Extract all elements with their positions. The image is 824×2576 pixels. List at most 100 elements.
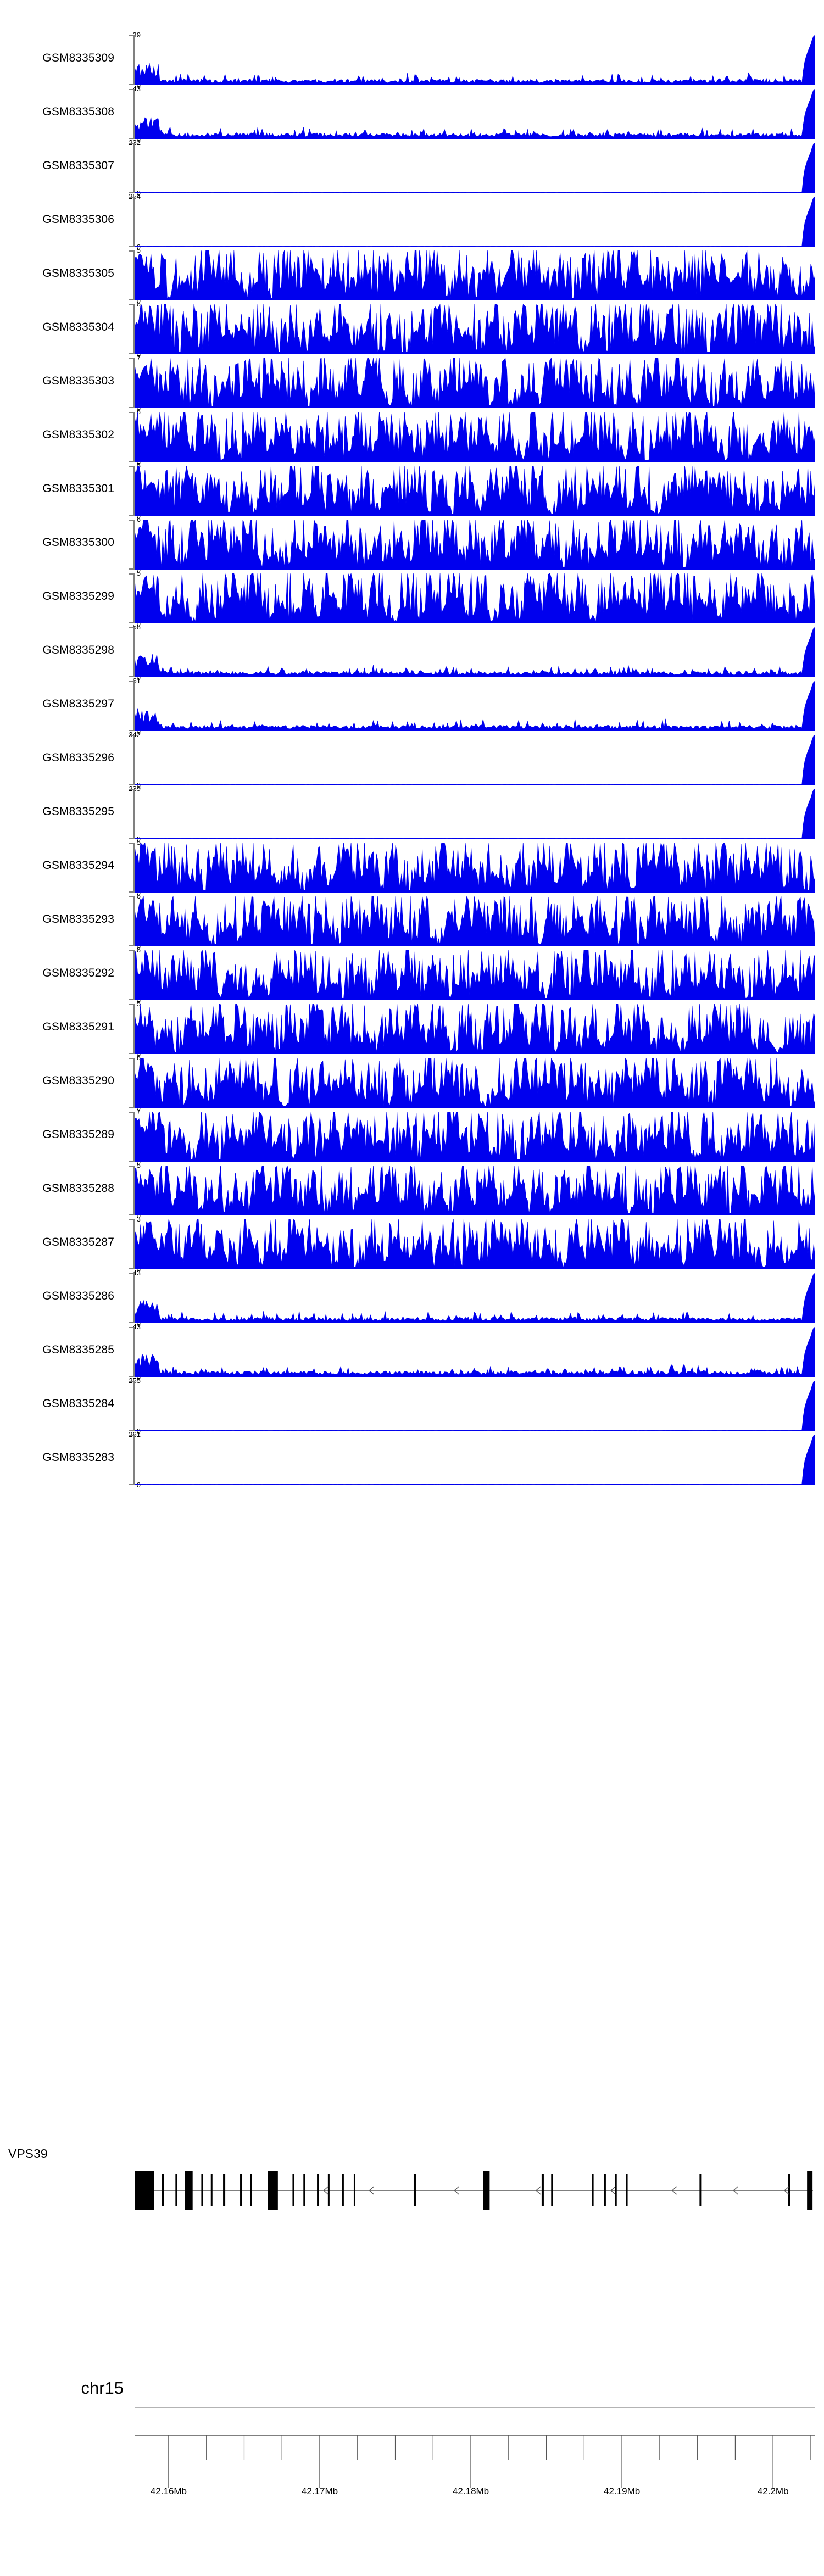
track-axis-line — [133, 1435, 135, 1485]
track-axis-min-label: 0 — [136, 781, 141, 789]
track-axis-max-label: 5 — [136, 246, 141, 254]
coverage-track-row[interactable]: GSM8335284 255 0 — [0, 1376, 824, 1435]
coverage-plot[interactable] — [135, 466, 815, 516]
track-axis-min-label: 0 — [136, 566, 141, 574]
track-axis-max-label: 261 — [129, 1430, 141, 1438]
track-axis-min-label: 0 — [136, 189, 141, 197]
track-axis-tick-bottom — [129, 84, 135, 85]
track-sample-label: GSM8335286 — [42, 1290, 114, 1302]
track-axis-max-label: 239 — [129, 784, 141, 793]
coverage-plot[interactable] — [135, 143, 815, 193]
coverage-plot[interactable] — [135, 1435, 815, 1485]
track-axis-max-label: 6 — [136, 892, 141, 900]
coverage-track-row[interactable]: GSM8335303 7 0 — [0, 354, 824, 412]
track-axis-line — [133, 143, 135, 193]
track-axis-min-label: 0 — [136, 1265, 141, 1274]
track-axis-tick-top — [129, 1004, 135, 1005]
coverage-plot[interactable] — [135, 1327, 815, 1377]
coverage-track-row[interactable]: GSM8335291 5 0 — [0, 1000, 824, 1058]
track-axis-tick-bottom — [129, 568, 135, 570]
coverage-track-row[interactable]: GSM8335288 5 0 — [0, 1161, 824, 1220]
coverage-plot[interactable] — [135, 896, 815, 946]
axis-tick-label: 42.2Mb — [757, 2486, 789, 2496]
track-sample-label: GSM8335299 — [42, 590, 114, 603]
track-axis-tick-bottom — [129, 1107, 135, 1108]
track-axis-line — [133, 681, 135, 731]
coverage-plot[interactable] — [135, 681, 815, 731]
coverage-track-row[interactable]: GSM8335290 6 0 — [0, 1053, 824, 1112]
track-sample-label: GSM8335285 — [42, 1343, 114, 1356]
track-axis-min-label: 0 — [136, 404, 141, 412]
coverage-plot[interactable] — [135, 1058, 815, 1108]
coverage-plot[interactable] — [135, 1166, 815, 1215]
genomic-coordinate-axis[interactable] — [135, 2407, 815, 2500]
coverage-plot[interactable] — [135, 1112, 815, 1162]
coverage-track-row[interactable]: GSM8335296 342 0 — [0, 731, 824, 789]
coverage-track-row[interactable]: GSM8335289 7 0 — [0, 1107, 824, 1166]
coverage-plot[interactable] — [135, 304, 815, 354]
coverage-track-row[interactable]: GSM8335283 261 0 — [0, 1430, 824, 1489]
track-axis-line — [133, 1112, 135, 1162]
coverage-track-row[interactable]: GSM8335292 6 0 — [0, 946, 824, 1005]
coverage-track-row[interactable]: GSM8335305 5 0 — [0, 246, 824, 305]
track-axis-min-label: 0 — [136, 620, 141, 628]
coverage-plot[interactable] — [135, 1273, 815, 1323]
coverage-plot[interactable] — [135, 1381, 815, 1431]
track-axis-min-label: 0 — [136, 1104, 141, 1112]
coverage-track-row[interactable]: GSM8335285 43 0 — [0, 1323, 824, 1381]
coverage-track-row[interactable]: GSM8335300 6 0 — [0, 515, 824, 574]
coverage-plot[interactable] — [135, 412, 815, 462]
coverage-plot[interactable] — [135, 89, 815, 139]
coverage-plot[interactable] — [135, 789, 815, 839]
track-sample-label: GSM8335290 — [42, 1074, 114, 1087]
coverage-plot[interactable] — [135, 627, 815, 677]
coverage-track-row[interactable]: GSM8335295 239 0 — [0, 784, 824, 843]
coverage-plot[interactable] — [135, 573, 815, 623]
coverage-plot[interactable] — [135, 735, 815, 785]
coverage-track-row[interactable]: GSM8335301 5 0 — [0, 461, 824, 520]
coverage-plot[interactable] — [135, 1219, 815, 1269]
track-sample-label: GSM8335308 — [42, 105, 114, 118]
coverage-track-row[interactable]: GSM8335293 6 0 — [0, 892, 824, 951]
track-axis-max-label: 254 — [129, 192, 141, 200]
track-axis-min-label: 0 — [136, 727, 141, 735]
coverage-plot[interactable] — [135, 358, 815, 408]
coverage-track-row[interactable]: GSM8335287 3 0 — [0, 1215, 824, 1274]
coverage-plot[interactable] — [135, 250, 815, 300]
coverage-plot[interactable] — [135, 520, 815, 570]
coverage-plot[interactable] — [135, 843, 815, 893]
track-axis-max-label: 61 — [132, 677, 141, 685]
coverage-track-row[interactable]: GSM8335297 61 0 — [0, 677, 824, 735]
gene-model-track[interactable]: VPS39 — [0, 2142, 824, 2230]
track-sample-label: GSM8335287 — [42, 1236, 114, 1248]
coverage-track-row[interactable]: GSM8335309 39 0 — [0, 31, 824, 90]
coverage-plot[interactable] — [135, 1004, 815, 1054]
coverage-track-row[interactable]: GSM8335286 43 0 — [0, 1269, 824, 1328]
gene-model-graphic[interactable] — [135, 2163, 815, 2218]
track-sample-label: GSM8335298 — [42, 644, 114, 656]
track-axis-tick-bottom — [129, 407, 135, 408]
coverage-track-row[interactable]: GSM8335307 232 0 — [0, 138, 824, 197]
track-axis-max-label: 43 — [132, 85, 141, 93]
coverage-plot[interactable] — [135, 35, 815, 85]
track-sample-label: GSM8335288 — [42, 1182, 114, 1195]
track-axis-tick-top — [129, 843, 135, 844]
track-axis-line — [133, 1327, 135, 1377]
coverage-plot[interactable] — [135, 197, 815, 247]
track-axis-line — [133, 1058, 135, 1108]
coverage-track-row[interactable]: GSM8335294 5 0 — [0, 838, 824, 897]
track-axis-max-label: 6 — [136, 946, 141, 954]
coverage-plot[interactable] — [135, 950, 815, 1000]
coverage-track-row[interactable]: GSM8335299 5 0 — [0, 569, 824, 628]
track-sample-label: GSM8335304 — [42, 321, 114, 333]
track-axis-tick-bottom — [129, 891, 135, 893]
track-sample-label: GSM8335300 — [42, 536, 114, 549]
coverage-track-row[interactable]: GSM8335308 43 0 — [0, 85, 824, 143]
coverage-track-row[interactable]: GSM8335298 58 0 — [0, 623, 824, 682]
track-axis-max-label: 39 — [132, 31, 141, 39]
track-axis-tick-bottom — [129, 1376, 135, 1377]
coverage-track-row[interactable]: GSM8335302 6 0 — [0, 408, 824, 466]
coverage-track-row[interactable]: GSM8335304 6 0 — [0, 300, 824, 359]
coverage-track-row[interactable]: GSM8335306 254 0 — [0, 192, 824, 251]
